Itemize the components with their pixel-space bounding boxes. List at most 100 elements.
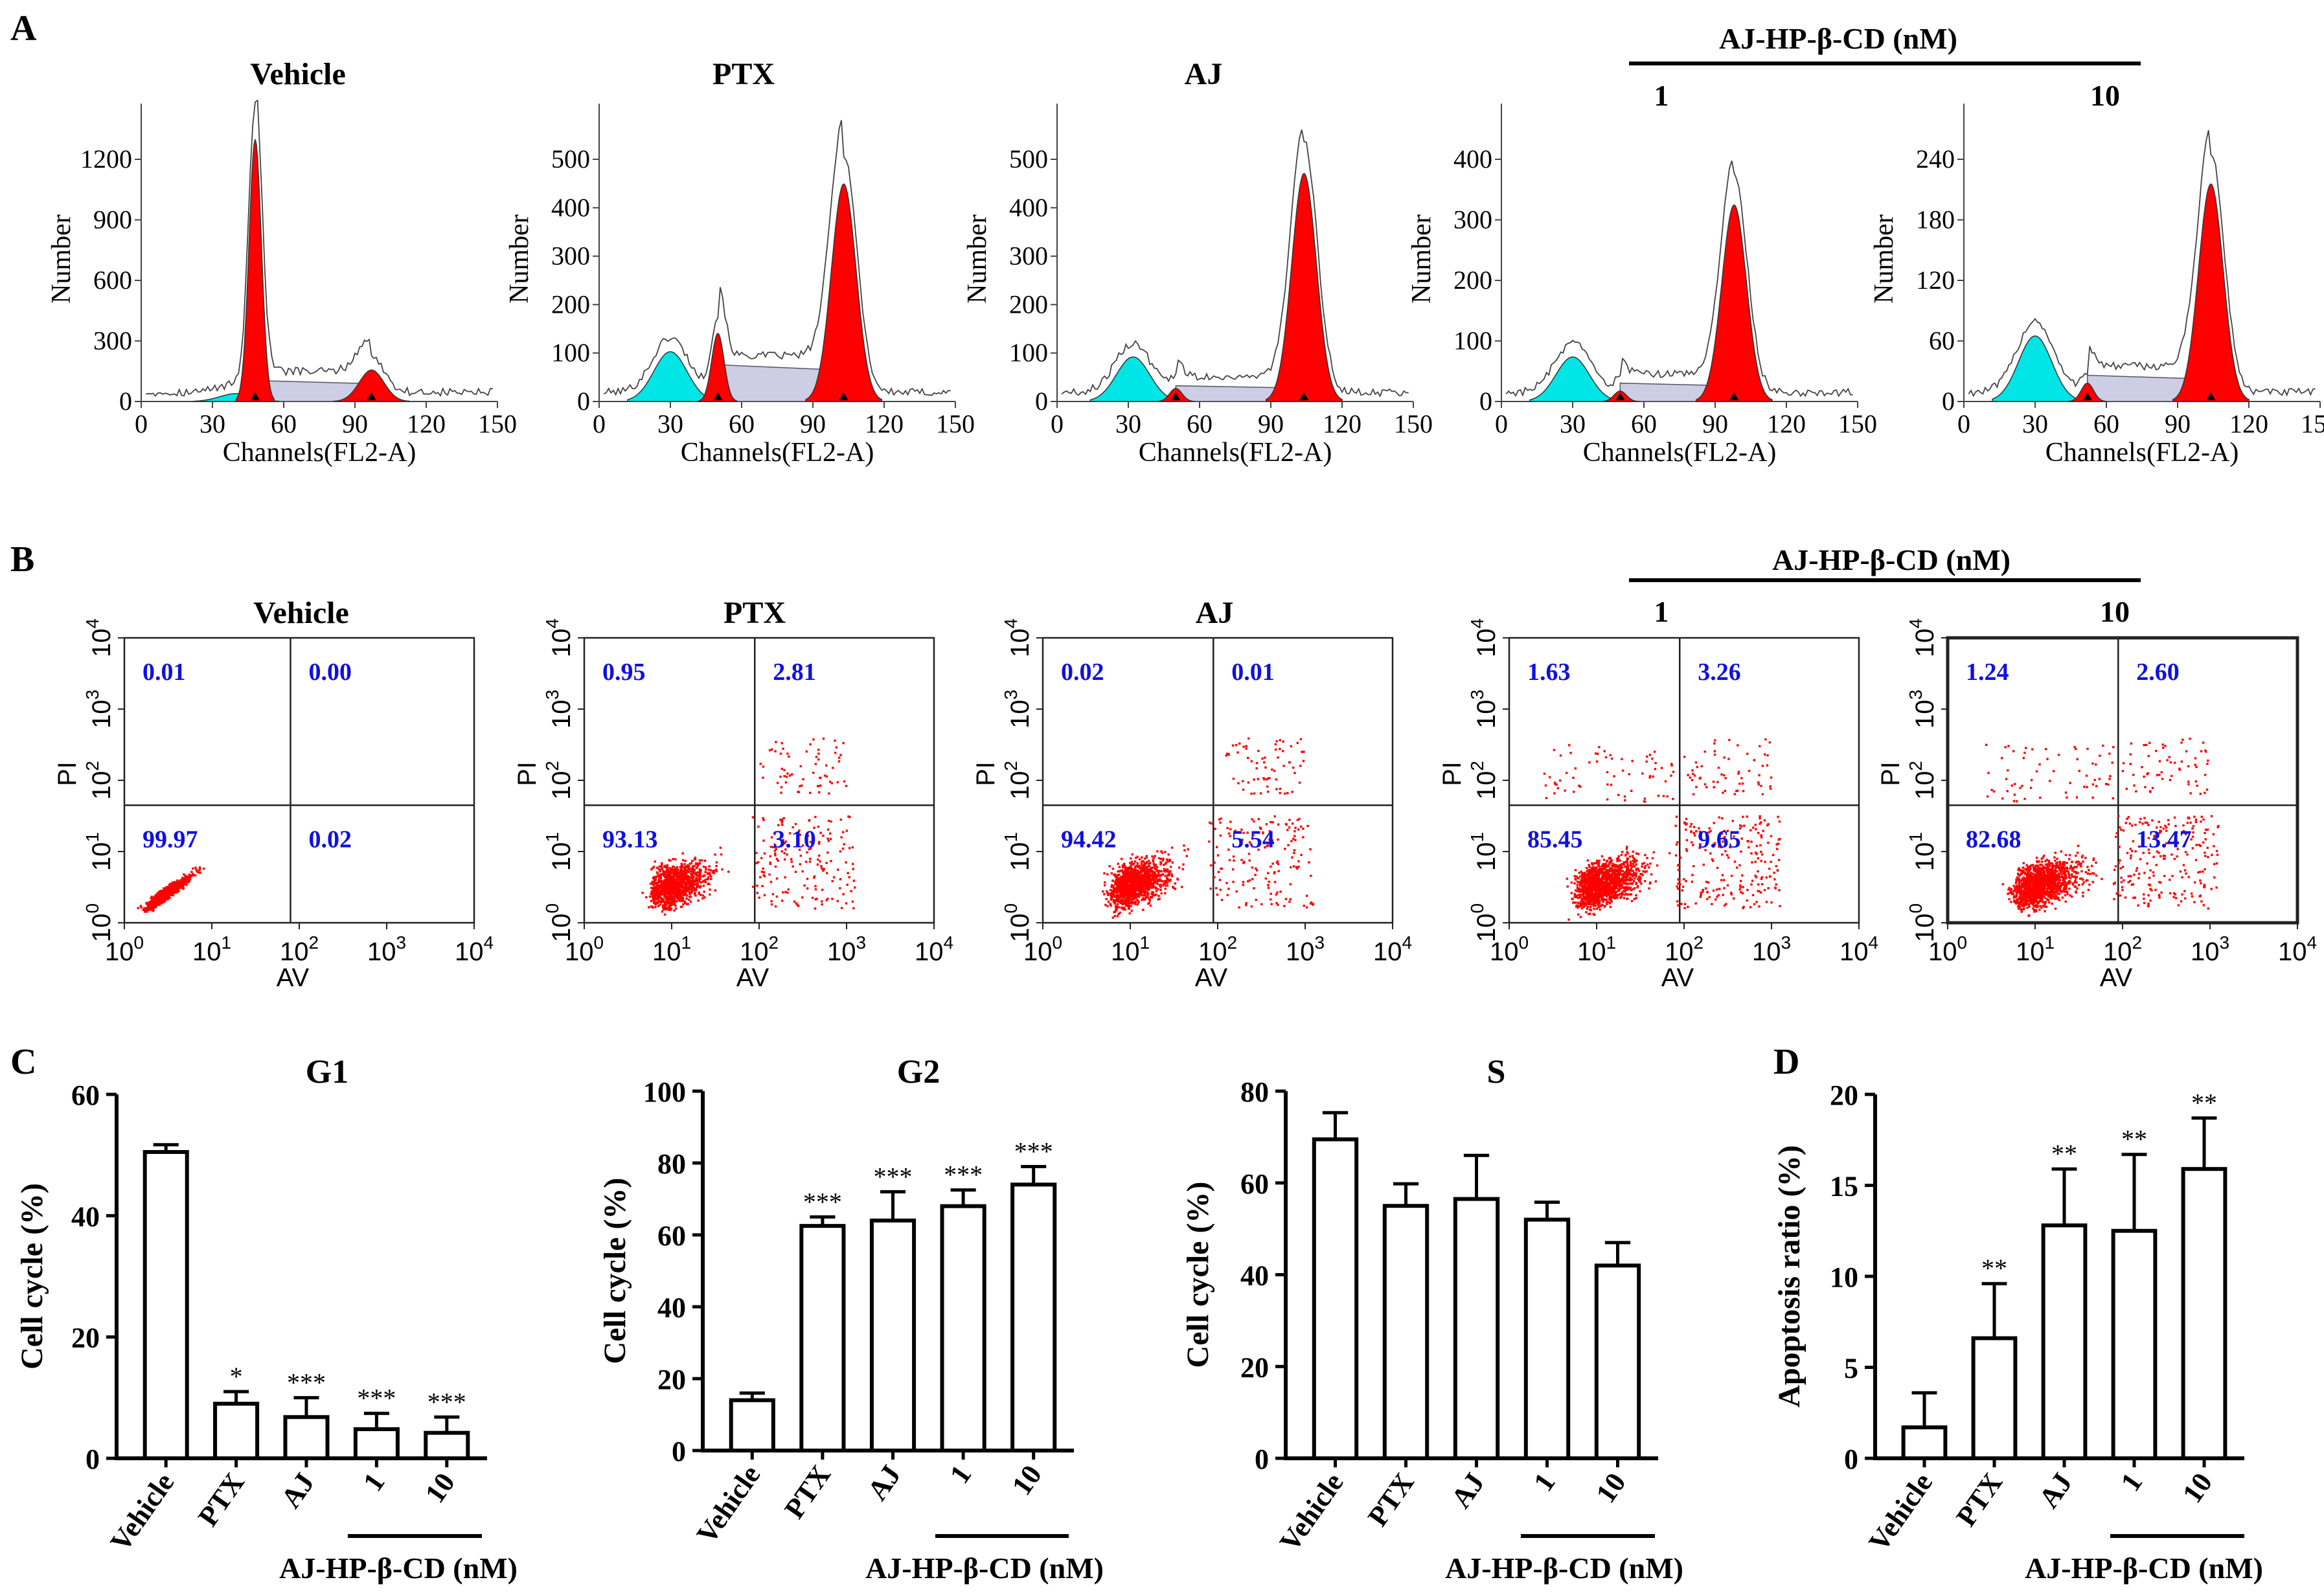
- event-dot: [780, 742, 783, 745]
- event-dot: [1105, 898, 1108, 901]
- event-dot: [160, 890, 163, 892]
- event-dot: [676, 897, 679, 900]
- event-dot: [1132, 884, 1135, 887]
- event-dot: [650, 868, 653, 871]
- event-dot: [690, 883, 694, 886]
- event-dot: [1255, 867, 1257, 870]
- event-dot: [685, 865, 687, 868]
- event-dot: [814, 763, 817, 765]
- x-tick-label: 30: [199, 409, 225, 438]
- event-dot: [663, 905, 666, 908]
- event-dot: [652, 865, 655, 868]
- event-dot: [1242, 745, 1245, 748]
- event-dot: [1702, 888, 1704, 891]
- event-dot: [684, 894, 687, 896]
- x-tick-label: 101: [652, 932, 691, 966]
- event-dot: [1584, 883, 1587, 885]
- event-dot: [1124, 865, 1126, 868]
- event-dot: [664, 882, 666, 885]
- y-tick-exponent: 4: [82, 618, 102, 629]
- event-dot: [673, 898, 676, 901]
- event-dot: [654, 895, 657, 898]
- x-axis-label: Channels(FL2-A): [1139, 438, 1332, 468]
- event-dot: [825, 775, 828, 778]
- event-dot: [1237, 782, 1240, 785]
- event-dot: [665, 885, 668, 887]
- event-dot: [1692, 844, 1694, 846]
- event-dot: [1242, 788, 1245, 791]
- y-tick-label: 104: [82, 618, 116, 657]
- event-dot: [1169, 865, 1172, 868]
- event-dot: [769, 881, 773, 883]
- event-dot: [1275, 893, 1277, 896]
- event-dot: [1142, 894, 1145, 897]
- event-dot: [1119, 895, 1122, 898]
- event-dot: [1121, 857, 1123, 861]
- event-dot: [798, 829, 801, 832]
- event-dot: [1675, 815, 1678, 818]
- event-dot: [695, 862, 698, 865]
- event-dot: [704, 866, 707, 869]
- event-dot: [1159, 857, 1162, 861]
- event-dot: [1298, 781, 1301, 784]
- event-dot: [679, 874, 681, 877]
- event-dot: [1128, 892, 1131, 896]
- event-dot: [1624, 871, 1626, 874]
- event-dot: [664, 906, 666, 909]
- event-dot: [686, 880, 689, 883]
- event-dot: [1683, 907, 1686, 910]
- event-dot: [1690, 822, 1692, 826]
- event-dot: [808, 861, 812, 863]
- event-dot: [819, 784, 822, 787]
- x-tick-exponent: 1: [221, 932, 231, 953]
- event-dot: [673, 896, 676, 898]
- x-tick-label: 101: [1111, 932, 1150, 966]
- event-dot: [1612, 878, 1615, 881]
- y-tick-label: 101: [1001, 832, 1034, 871]
- event-dot: [757, 861, 760, 864]
- event-dot: [841, 847, 845, 850]
- event-dot: [683, 900, 686, 903]
- event-dot: [1225, 754, 1227, 757]
- event-dot: [1643, 797, 1646, 800]
- event-dot: [1271, 839, 1273, 842]
- event-dot: [698, 868, 701, 871]
- event-dot: [1216, 846, 1218, 848]
- event-dot: [657, 901, 659, 903]
- event-dot: [815, 756, 818, 758]
- y-tick-label: 103: [542, 690, 576, 729]
- event-dot: [146, 908, 149, 911]
- event-dot: [1141, 894, 1143, 897]
- event-dot: [1182, 863, 1185, 866]
- y-tick-base: 10: [87, 842, 116, 872]
- event-dot: [663, 874, 665, 877]
- event-dot: [760, 857, 763, 859]
- event-dot: [1723, 756, 1726, 759]
- event-dot: [1144, 857, 1146, 860]
- event-dot: [169, 890, 172, 894]
- event-dot: [650, 883, 652, 885]
- event-dot: [670, 899, 674, 902]
- event-dot: [1591, 863, 1594, 866]
- event-dot: [1779, 905, 1781, 907]
- event-dot: [1145, 856, 1148, 859]
- event-dot: [1135, 896, 1137, 899]
- x-tick-exponent: 0: [593, 932, 604, 953]
- event-dot: [1106, 873, 1109, 876]
- event-dot: [815, 898, 818, 900]
- event-dot: [1596, 892, 1599, 896]
- event-dot: [1122, 892, 1125, 894]
- event-dot: [667, 901, 670, 903]
- event-dot: [666, 866, 668, 868]
- event-dot: [823, 774, 826, 777]
- event-dot: [792, 826, 794, 829]
- event-dot: [1626, 859, 1628, 862]
- event-dot: [1270, 892, 1272, 895]
- event-dot: [1649, 881, 1652, 884]
- event-dot: [665, 902, 668, 905]
- x-tick-exponent: 1: [1139, 932, 1150, 953]
- event-dot: [1617, 857, 1620, 860]
- event-dot: [710, 877, 712, 880]
- event-dot: [665, 887, 668, 890]
- event-dot: [1130, 894, 1133, 897]
